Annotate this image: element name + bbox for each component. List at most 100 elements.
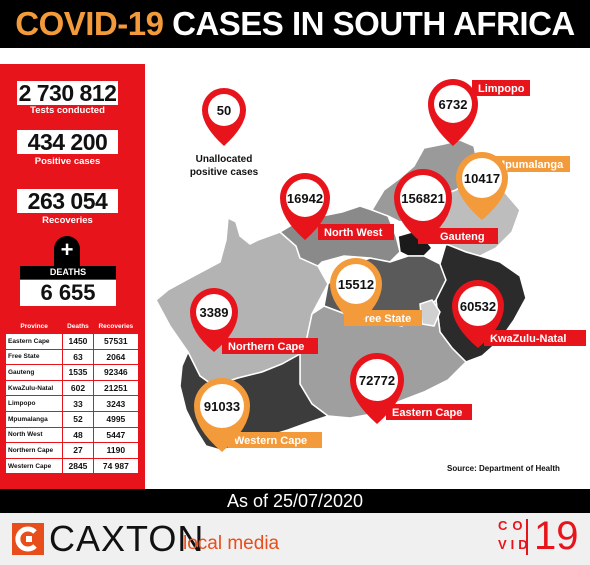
pin-limpopo: Limpopo 6732 [428, 79, 530, 146]
table-row: Eastern Cape 1450 57531 [4, 333, 140, 350]
table-row: Limpopo 33 3243 [4, 395, 140, 412]
pin-gauteng: Gauteng 156821 [394, 169, 498, 244]
cell-province: Eastern Cape [4, 333, 64, 350]
cell-deaths: 27 [62, 442, 94, 459]
table-row: KwaZulu-Natal 602 21251 [4, 379, 140, 397]
cases-limpopo: 6732 [439, 97, 468, 112]
pin-eastern-cape: Eastern Cape 72772 [350, 353, 472, 424]
cell-deaths: 1535 [62, 364, 94, 381]
covid-logo-co: CO [498, 518, 528, 533]
tag-mpumalanga: Mpumalanga [496, 159, 564, 171]
cell-province: Limpopo [4, 395, 64, 412]
recoveries-box: 263 054 [17, 189, 118, 213]
positive-label: Positive cases [34, 156, 101, 167]
deaths-value: 6 655 [20, 280, 116, 306]
tag-gauteng: Gauteng [440, 231, 485, 243]
tag-western-cape: Western Cape [234, 435, 307, 447]
positive-box: 434 200 [17, 130, 118, 154]
table-row: Western Cape 2845 74 987 [4, 457, 140, 475]
unallocated-label-2: positive cases [190, 167, 259, 178]
cases-kwazulu-natal: 60532 [460, 299, 496, 314]
caxton-sub: local media [183, 533, 280, 554]
header-deaths: Deaths [62, 319, 94, 334]
source-note: Source: Department of Health [447, 464, 560, 473]
title-covid: COVID-19 [15, 5, 164, 42]
covid19-logo: CO VID 19 [498, 514, 579, 561]
cell-province: Free State [4, 348, 64, 366]
cell-province: Gauteng [4, 364, 64, 381]
tests-box: 2 730 812 [17, 81, 118, 105]
pin-western-cape: Western Cape 91033 [194, 378, 322, 452]
as-of-date: As of 25/07/2020 [226, 491, 364, 511]
cell-deaths: 63 [62, 348, 94, 366]
positive-value: 434 200 [27, 129, 108, 155]
cell-recoveries: 92346 [92, 364, 140, 381]
cell-recoveries: 3243 [92, 395, 140, 412]
cases-free-state: 15512 [338, 277, 374, 292]
table-row: Mpumalanga 52 4995 [4, 410, 140, 428]
cases-eastern-cape: 72772 [359, 373, 395, 388]
cell-deaths: 48 [62, 426, 94, 444]
cell-recoveries: 2064 [92, 348, 140, 366]
unallocated-value: 50 [217, 103, 231, 118]
cell-province: North West [4, 426, 64, 444]
pin-mpumalanga: Mpumalanga 10417 [456, 152, 570, 220]
cell-recoveries: 4995 [92, 410, 140, 428]
cell-province: Western Cape [4, 457, 64, 475]
deaths-label: DEATHS [20, 266, 116, 279]
cell-deaths: 1450 [62, 333, 94, 350]
table-header-row: Province Deaths Recoveries [4, 319, 140, 334]
covid-logo-vid: VID [498, 537, 532, 552]
unallocated-pin: 50 Unallocated positive cases [190, 88, 259, 178]
tag-northern-cape: Northern Cape [228, 341, 304, 353]
pin-north-west: North West 16942 [280, 173, 394, 240]
cases-mpumalanga: 10417 [464, 171, 500, 186]
cell-recoveries: 5447 [92, 426, 140, 444]
date-bar [0, 489, 590, 513]
caxton-c-icon [12, 523, 44, 555]
header-bar: COVID-19 CASES IN SOUTH AFRICA [0, 0, 590, 48]
cell-recoveries: 1190 [92, 442, 140, 459]
province-table: Province Deaths Recoveries Eastern Cape 1… [4, 319, 140, 475]
cell-recoveries: 74 987 [92, 457, 140, 475]
page-title: COVID-19 CASES IN SOUTH AFRICA [0, 7, 590, 41]
cell-province: Mpumalanga [4, 410, 64, 428]
header-recoveries: Recoveries [92, 319, 140, 334]
table-row: Gauteng 1535 92346 [4, 364, 140, 381]
cell-recoveries: 21251 [92, 379, 140, 397]
cell-province: KwaZulu-Natal [4, 379, 64, 397]
table-row: Northern Cape 27 1190 [4, 442, 140, 459]
pin-kwazulu-natal: KwaZulu-Natal 60532 [452, 280, 586, 348]
tests-label: Tests conducted [30, 105, 105, 116]
tag-limpopo: Limpopo [478, 83, 525, 95]
table-row: North West 48 5447 [4, 426, 140, 444]
plus-icon: + [60, 237, 74, 262]
cell-deaths: 602 [62, 379, 94, 397]
cell-recoveries: 57531 [92, 333, 140, 350]
cases-north-west: 16942 [287, 191, 323, 206]
unallocated-label-1: Unallocated [196, 154, 253, 165]
cell-province: Northern Cape [4, 442, 64, 459]
footer-brand-bar [0, 513, 590, 565]
pin-free-state: Free State 15512 [330, 258, 422, 326]
recoveries-label: Recoveries [42, 215, 93, 226]
cell-deaths: 2845 [62, 457, 94, 475]
title-cases: CASES IN SOUTH AFRICA [172, 5, 575, 42]
covid-logo-number: 19 [534, 514, 579, 558]
south-africa-map: 50 Unallocated positive cases Limpopo 67… [155, 79, 586, 452]
table-row: Free State 63 2064 [4, 348, 140, 366]
cases-northern-cape: 3389 [200, 305, 229, 320]
cases-western-cape: 91033 [204, 399, 240, 414]
tests-value: 2 730 812 [18, 80, 117, 106]
header-province: Province [4, 319, 64, 334]
tag-eastern-cape: Eastern Cape [392, 407, 462, 419]
cases-gauteng: 156821 [401, 191, 444, 206]
tag-kwazulu-natal: KwaZulu-Natal [490, 333, 566, 345]
covid-logo-divider [526, 519, 528, 555]
tag-north-west: North West [324, 227, 383, 239]
caxton-brand: CAXTON [49, 518, 205, 559]
tag-free-state: Free State [358, 313, 411, 325]
cell-deaths: 52 [62, 410, 94, 428]
cell-deaths: 33 [62, 395, 94, 412]
pin-northern-cape: Northern Cape 3389 [190, 288, 318, 354]
